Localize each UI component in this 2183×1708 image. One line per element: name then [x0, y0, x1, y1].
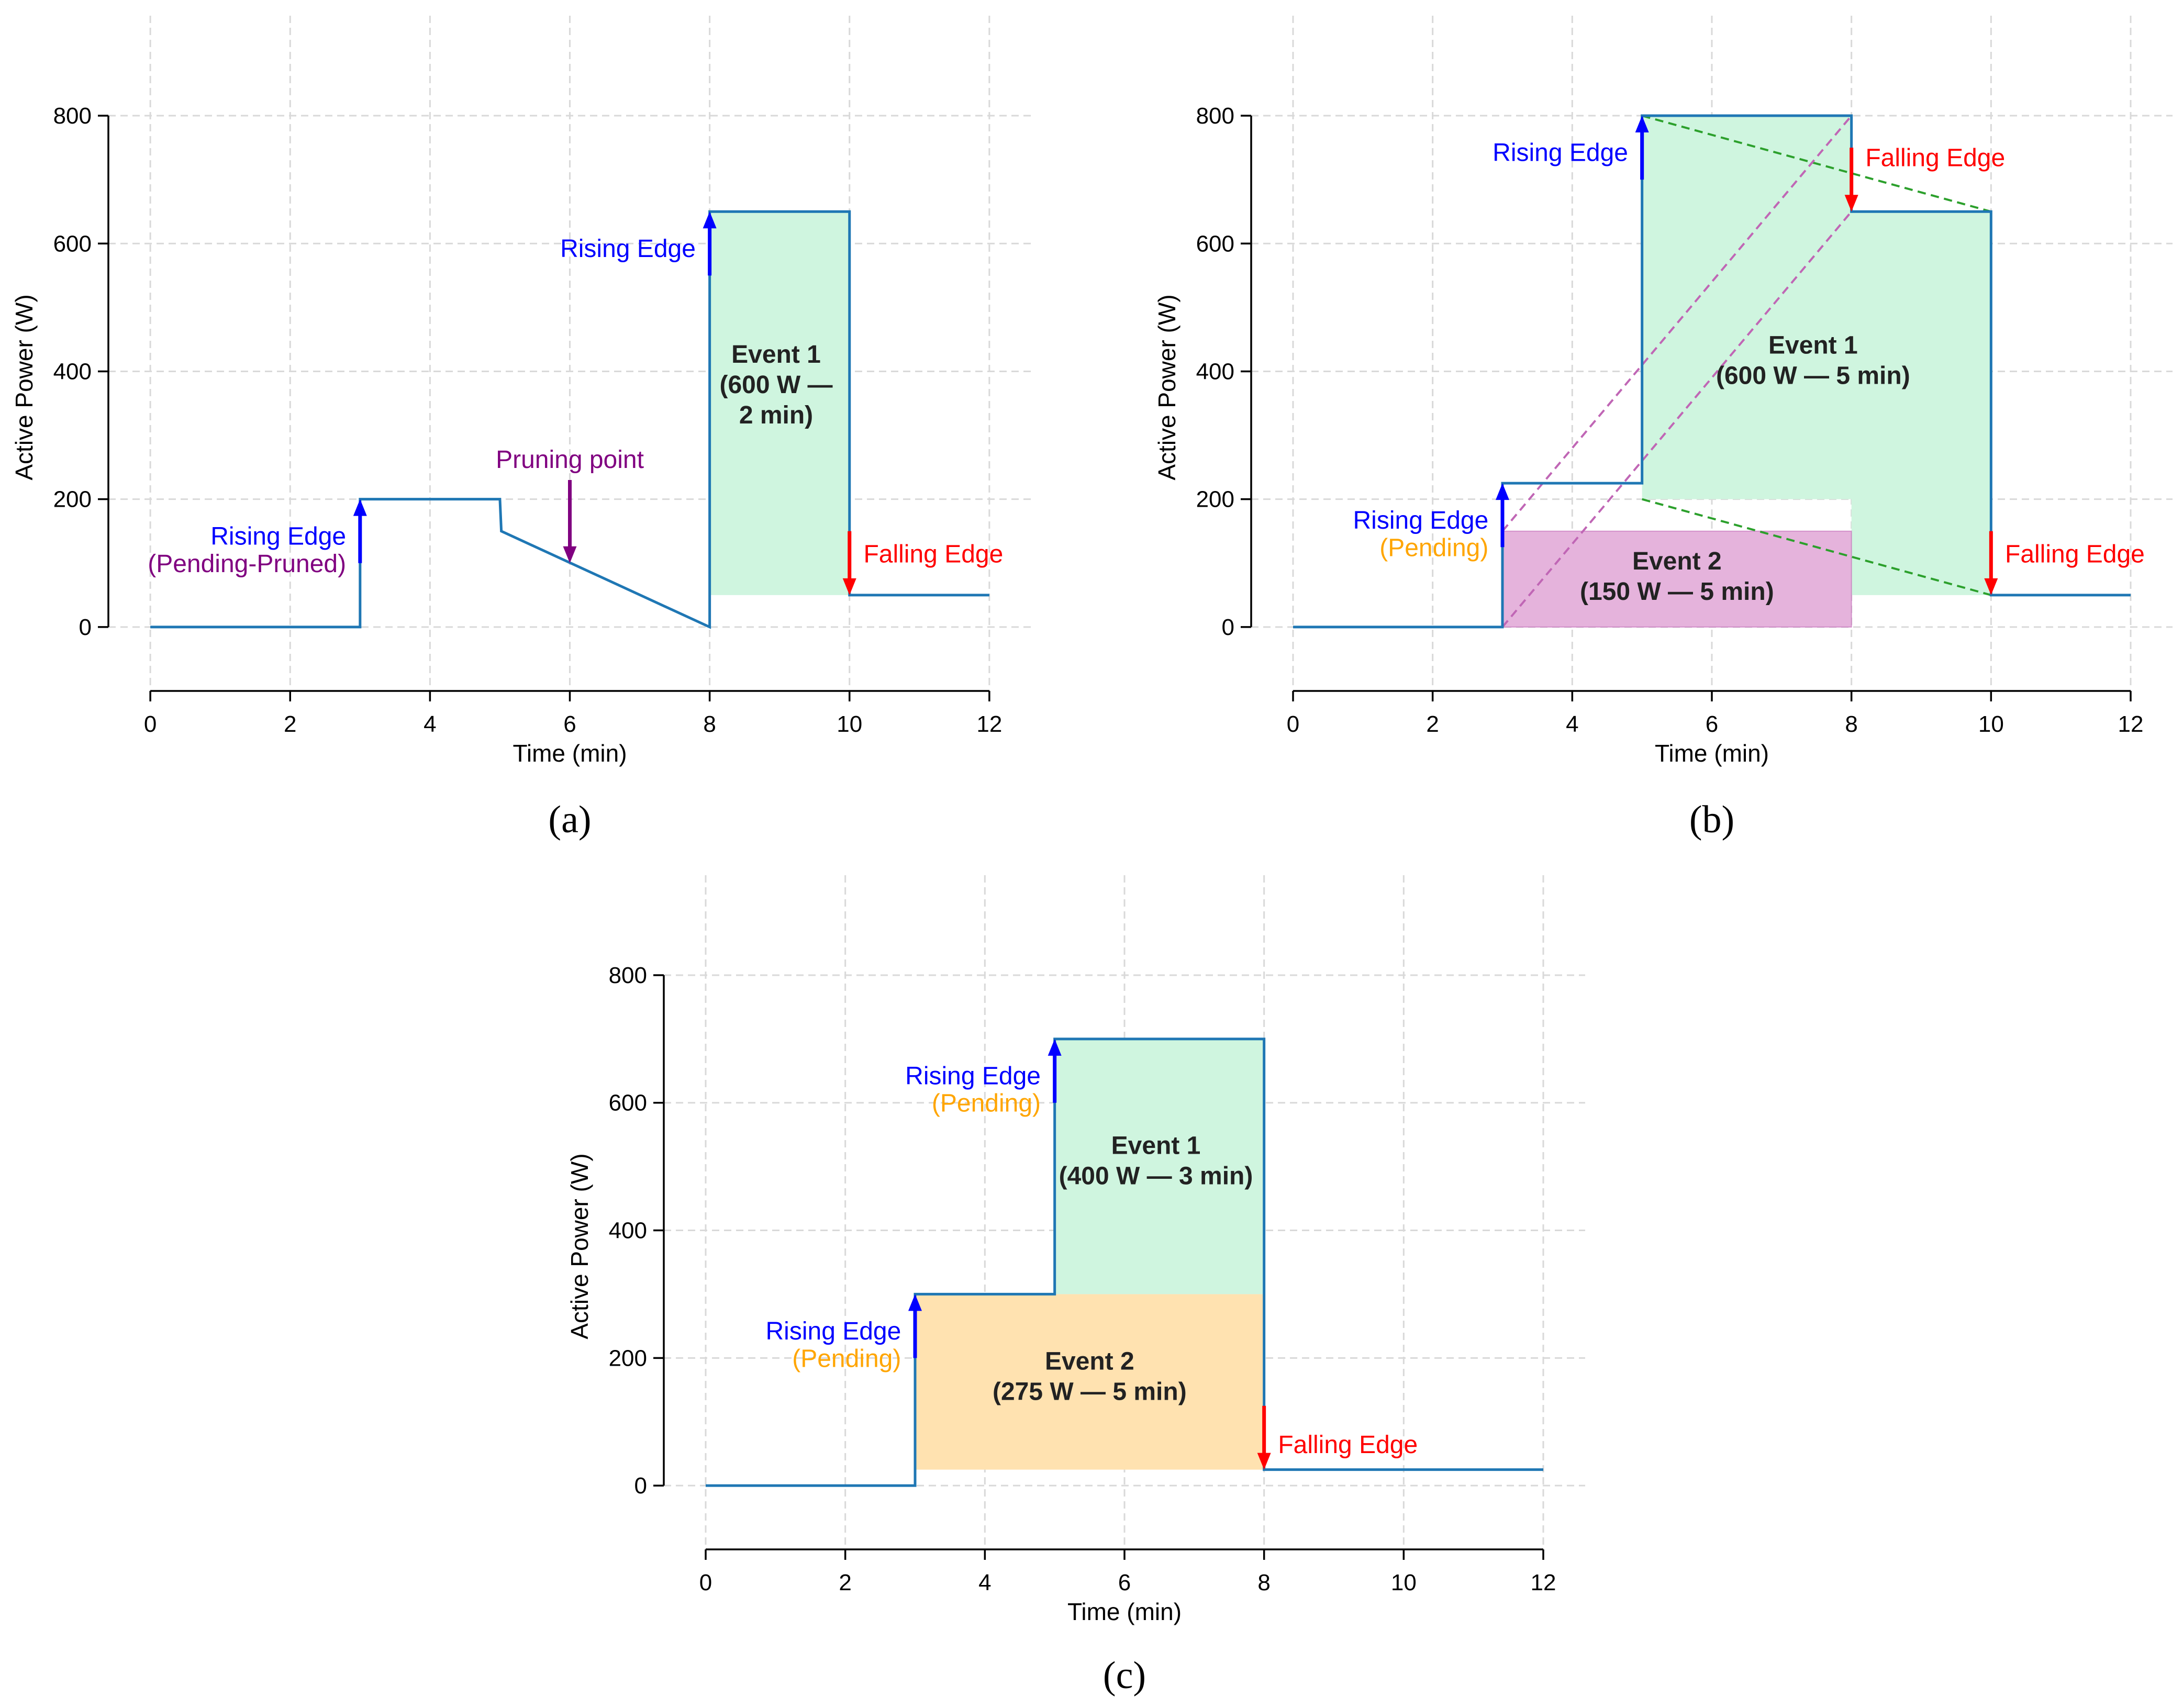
x-axis-label: Time (min) — [513, 740, 627, 767]
x-tick-label: 12 — [1531, 1570, 1556, 1595]
pruning-edge-arrow-head — [563, 546, 577, 563]
event-region — [915, 1294, 1264, 1470]
y-tick-label: 400 — [53, 359, 92, 384]
y-tick-label: 200 — [53, 487, 92, 512]
edge-annotation: Falling Edge — [863, 540, 1003, 568]
panel-c: 0 2 4 6 8 10 12 0 200 400 600 800 Time (min) Active P… — [566, 875, 1585, 1697]
rising-edge-arrow-head — [1635, 116, 1649, 133]
edge-annotation: (Pending-Pruned) — [148, 550, 346, 578]
event-label: Event 2 — [1632, 548, 1722, 575]
rising-edge-arrow-head — [703, 211, 717, 229]
event-label: Event 1 — [1768, 331, 1858, 359]
power-series-line — [706, 1037, 1543, 1487]
x-tick-label: 8 — [1845, 711, 1857, 737]
y-tick-label: 200 — [609, 1345, 647, 1371]
event-region — [1642, 116, 1991, 595]
falling-edge-arrow-head — [1844, 195, 1858, 212]
x-tick-label: 10 — [1978, 711, 2004, 737]
rising-edge-arrow-head — [1496, 483, 1509, 500]
event-label: (275 W — 5 min) — [993, 1378, 1187, 1405]
panel-a: 0 2 4 6 8 10 12 0 200 400 600 800 Time (min) Active P… — [10, 16, 1031, 841]
x-axis-label: Time (min) — [1655, 740, 1769, 767]
event-label: Event 1 — [731, 341, 821, 369]
x-tick-label: 12 — [976, 711, 1002, 737]
y-axis-label: Active Power (W) — [1153, 294, 1180, 480]
rising-edge-arrow-head — [353, 499, 367, 516]
x-tick-label: 2 — [839, 1570, 851, 1595]
y-tick-label: 600 — [1196, 231, 1234, 256]
x-tick-label: 10 — [1391, 1570, 1417, 1595]
event-region — [1054, 1039, 1264, 1294]
panel-b: 0 2 4 6 8 10 12 0 200 400 600 800 Time (min) Active P… — [1153, 16, 2173, 841]
x-tick-label: 2 — [1426, 711, 1439, 737]
x-tick-label: 8 — [1257, 1570, 1270, 1595]
edge-annotation: Rising Edge — [560, 235, 696, 263]
panel-label: (a) — [548, 798, 591, 841]
x-tick-label: 8 — [703, 711, 716, 737]
edge-annotation: Rising Edge — [766, 1318, 901, 1345]
y-tick-label: 600 — [53, 231, 92, 256]
y-tick-label: 800 — [609, 963, 647, 988]
x-axis-label: Time (min) — [1067, 1598, 1182, 1625]
y-tick-label: 200 — [1196, 487, 1234, 512]
y-tick-label: 400 — [609, 1218, 647, 1244]
edge-annotation: (Pending) — [932, 1090, 1041, 1118]
edge-annotation: Falling Edge — [2005, 540, 2145, 568]
event-label: (600 W — 5 min) — [1716, 362, 1910, 389]
edge-annotation: Rising Edge — [1353, 507, 1489, 534]
dashed-connector — [1501, 210, 1853, 628]
x-tick-label: 0 — [699, 1570, 712, 1595]
event-label: (150 W — 5 min) — [1580, 578, 1774, 606]
event-label: (600 W — — [719, 371, 832, 399]
y-tick-label: 800 — [1196, 103, 1234, 129]
x-tick-label: 0 — [144, 711, 157, 737]
x-tick-label: 6 — [1118, 1570, 1131, 1595]
power-series-line — [1293, 114, 2131, 629]
falling-edge-arrow-head — [842, 578, 856, 595]
y-tick-label: 400 — [1196, 359, 1234, 384]
event-label: 2 min) — [739, 401, 813, 429]
y-tick-label: 0 — [79, 615, 92, 640]
x-tick-label: 4 — [1566, 711, 1578, 737]
x-tick-label: 4 — [424, 711, 436, 737]
x-tick-label: 2 — [284, 711, 296, 737]
edge-annotation: (Pending) — [1379, 534, 1488, 562]
x-tick-label: 0 — [1287, 711, 1299, 737]
event-region — [709, 211, 850, 595]
power-series-line — [150, 210, 989, 629]
y-tick-label: 0 — [1222, 615, 1234, 640]
edge-annotation: Rising Edge — [1493, 139, 1628, 167]
y-axis-label: Active Power (W) — [10, 294, 38, 480]
dashed-connector — [1642, 115, 1991, 213]
panel-label: (c) — [1103, 1654, 1146, 1697]
x-tick-label: 12 — [2118, 711, 2144, 737]
dashed-connector — [1501, 115, 1853, 532]
edge-annotation: Rising Edge — [210, 522, 346, 550]
y-tick-label: 600 — [609, 1090, 647, 1116]
x-tick-label: 6 — [1706, 711, 1718, 737]
y-tick-label: 0 — [634, 1473, 647, 1499]
edge-annotation: Rising Edge — [905, 1062, 1041, 1090]
panel-label: (b) — [1689, 798, 1734, 841]
edge-annotation: Pruning point — [496, 446, 644, 474]
x-tick-label: 6 — [563, 711, 576, 737]
event-label: Event 2 — [1045, 1347, 1134, 1375]
falling-edge-arrow-head — [1984, 578, 1998, 595]
y-axis-label: Active Power (W) — [566, 1153, 593, 1339]
rising-edge-arrow-head — [908, 1294, 922, 1311]
dashed-connector — [1642, 498, 1991, 596]
event-label: (400 W — 3 min) — [1059, 1162, 1253, 1190]
edge-annotation: Falling Edge — [1865, 144, 2005, 172]
event-region — [1502, 530, 1852, 628]
falling-edge-arrow-head — [1257, 1453, 1271, 1470]
edge-annotation: Falling Edge — [1278, 1431, 1418, 1459]
x-tick-label: 4 — [978, 1570, 991, 1595]
x-tick-label: 10 — [837, 711, 862, 737]
y-tick-label: 800 — [53, 103, 92, 129]
edge-annotation: (Pending) — [792, 1345, 901, 1372]
event-label: Event 1 — [1111, 1132, 1201, 1159]
rising-edge-arrow-head — [1048, 1039, 1062, 1056]
